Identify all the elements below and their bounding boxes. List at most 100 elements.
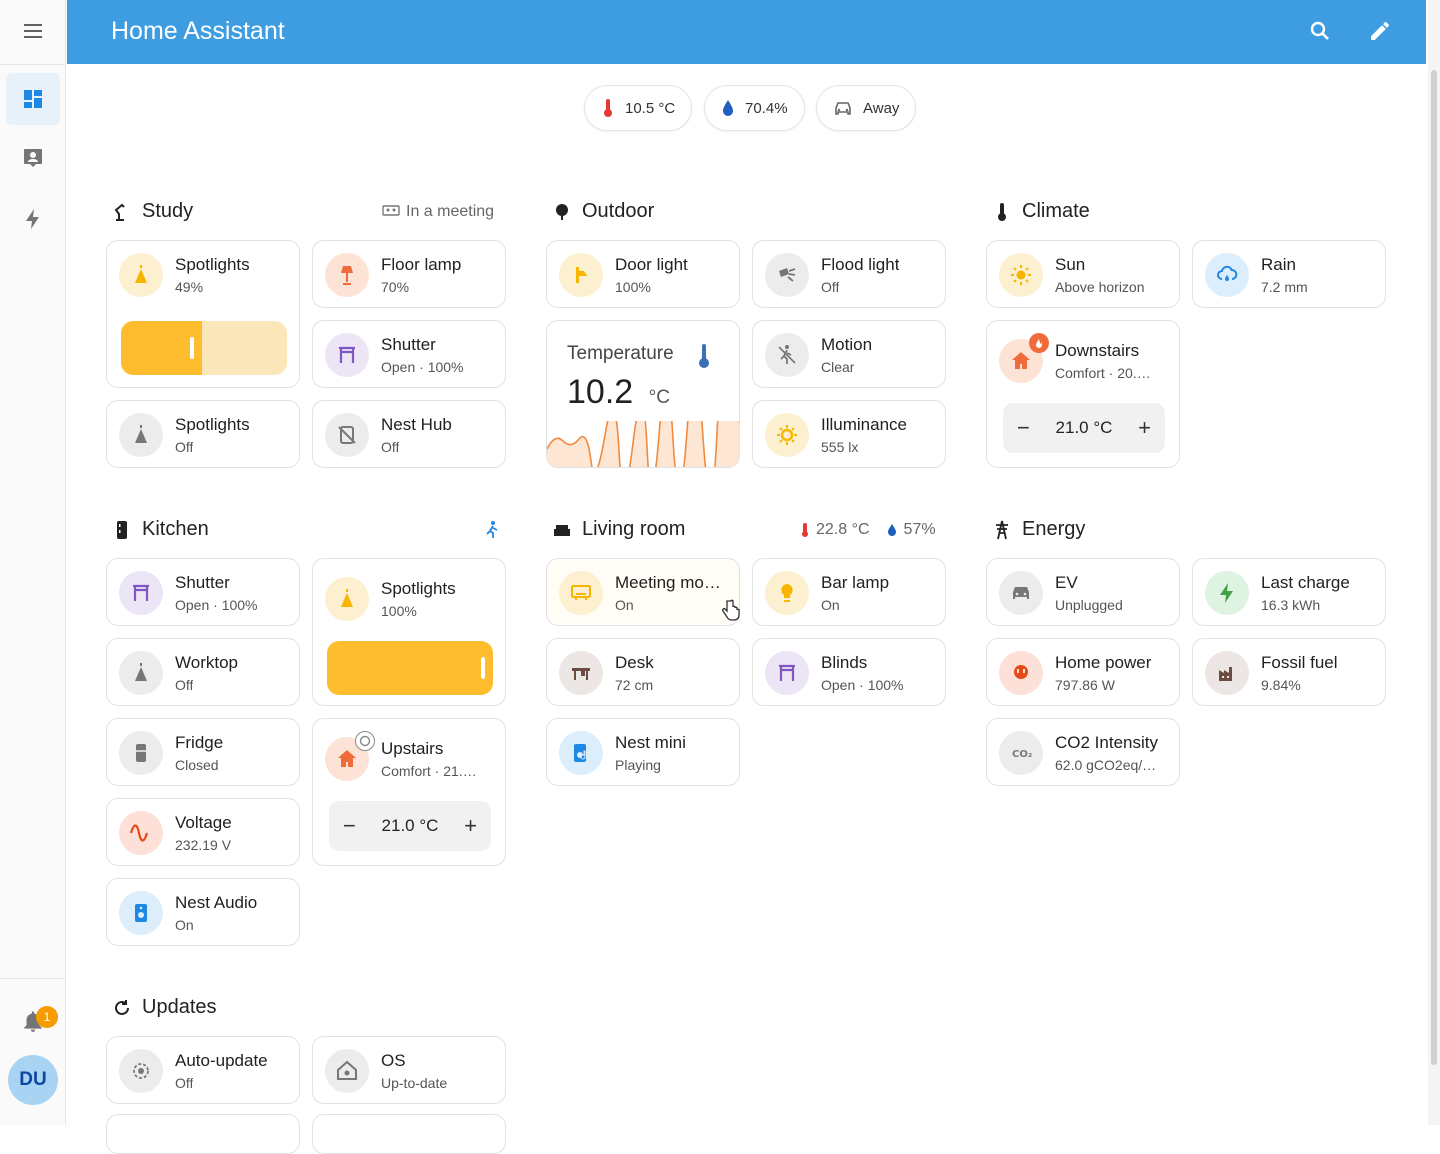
sidebar-item-map[interactable] — [6, 132, 60, 184]
notification-count-badge: 1 — [36, 1006, 58, 1028]
tile-living-meeting[interactable]: Meeting mo… On — [546, 558, 740, 626]
car-icon[interactable] — [999, 571, 1043, 615]
tile-updates-auto-update[interactable]: Auto-update Off — [106, 1036, 300, 1104]
rain-cloud-icon[interactable] — [1205, 253, 1249, 297]
sun-icon[interactable] — [999, 253, 1043, 297]
spotlight-off-icon[interactable] — [119, 651, 163, 695]
tile-kitchen-shutter[interactable]: Shutter Open · 100% — [106, 558, 300, 626]
decrease-temperature-button[interactable]: − — [1017, 415, 1030, 440]
sidebar-divider — [0, 64, 66, 65]
tile-climate-downstairs[interactable]: Downstairs Comfort · 20.… − 21.0 °C + — [986, 320, 1180, 468]
increase-temperature-button[interactable]: + — [1138, 415, 1151, 440]
brightness-slider[interactable] — [121, 321, 287, 375]
tile-energy-fossil-fuel[interactable]: Fossil fuel 9.84% — [1192, 638, 1386, 706]
humidity-badge[interactable]: 70.4% — [704, 85, 805, 131]
tile-state: 16.3 kWh — [1261, 597, 1321, 613]
tile-energy-co2[interactable]: CO₂ CO2 Intensity 62.0 gCO2eq/… — [986, 718, 1180, 786]
home-assistant-icon[interactable] — [325, 1049, 369, 1093]
tile-climate-sun[interactable]: Sun Above horizon — [986, 240, 1180, 308]
scrollbar-thumb[interactable] — [1431, 70, 1437, 1065]
flood-light-icon[interactable] — [765, 253, 809, 297]
spotlight-off-icon[interactable] — [119, 413, 163, 457]
tile-outdoor-door-light[interactable]: Door light 100% — [546, 240, 740, 308]
tile-outdoor-flood-light[interactable]: Flood light Off — [752, 240, 946, 308]
speaker-icon[interactable] — [119, 891, 163, 935]
heating-flame-icon — [1029, 333, 1049, 353]
tile-name: Nest Hub — [381, 415, 452, 434]
tile-study-spotlights-on[interactable]: Spotlights 49% — [106, 240, 300, 388]
tile-name: Spotlights — [175, 255, 250, 274]
presence-badge[interactable]: Away — [816, 85, 917, 131]
tile-state: 49% — [175, 279, 204, 295]
search-button[interactable] — [1303, 14, 1337, 48]
thermometer-icon — [699, 344, 709, 368]
tile-state: Off — [821, 279, 840, 295]
blinds-icon[interactable] — [765, 651, 809, 695]
tile-state: Above horizon — [1055, 279, 1145, 295]
sidebar-item-overview[interactable] — [6, 73, 60, 125]
tile-updates-partial[interactable] — [312, 1114, 506, 1154]
molecule-co2-icon[interactable]: CO₂ — [999, 731, 1043, 775]
tile-state: Open · 100% — [821, 677, 904, 693]
factory-icon[interactable] — [1205, 651, 1249, 695]
tile-study-spotlights-off[interactable]: Spotlights Off — [106, 400, 300, 468]
sensor-name: Temperature — [567, 343, 674, 364]
tile-energy-ev[interactable]: EV Unplugged — [986, 558, 1180, 626]
tile-kitchen-fridge[interactable]: Fridge Closed — [106, 718, 300, 786]
tile-study-floor-lamp[interactable]: Floor lamp 70% — [312, 240, 506, 308]
desk-icon[interactable] — [559, 651, 603, 695]
sidebar: 1 DU — [0, 0, 66, 1125]
plug-icon[interactable] — [999, 651, 1043, 695]
tile-kitchen-spotlights[interactable]: Spotlights 100% — [312, 558, 506, 706]
scrollbar[interactable] — [1428, 0, 1440, 1125]
tile-outdoor-illuminance[interactable]: Illuminance 555 lx — [752, 400, 946, 468]
temperature-badge[interactable]: 10.5 °C — [584, 85, 693, 131]
menu-icon[interactable] — [6, 5, 60, 57]
tile-living-bar-lamp[interactable]: Bar lamp On — [752, 558, 946, 626]
tile-updates-partial[interactable] — [106, 1114, 300, 1154]
tile-study-nest-hub[interactable]: Nest Hub Off — [312, 400, 506, 468]
schedule-icon — [355, 731, 375, 751]
tile-outdoor-temperature[interactable]: Temperature 10.2 °C — [546, 320, 740, 468]
wall-light-icon[interactable] — [559, 253, 603, 297]
tile-name: Shutter — [175, 573, 230, 592]
spotlight-icon[interactable] — [325, 577, 369, 621]
cog-refresh-icon[interactable] — [119, 1049, 163, 1093]
tile-study-shutter[interactable]: Shutter Open · 100% — [312, 320, 506, 388]
tile-living-nest-mini[interactable]: Nest mini Playing — [546, 718, 740, 786]
tile-kitchen-worktop[interactable]: Worktop Off — [106, 638, 300, 706]
motion-sensor-off-icon[interactable] — [765, 333, 809, 377]
tile-kitchen-upstairs[interactable]: Upstairs Comfort · 21.… − 21.0 °C + — [312, 718, 506, 866]
user-avatar[interactable]: DU — [8, 1055, 58, 1105]
edit-dashboard-button[interactable] — [1363, 14, 1397, 48]
shutter-icon[interactable] — [325, 333, 369, 377]
tile-kitchen-nest-audio[interactable]: Nest Audio On — [106, 878, 300, 946]
floor-lamp-icon[interactable] — [325, 253, 369, 297]
spotlight-icon[interactable] — [119, 253, 163, 297]
brightness-slider[interactable] — [327, 641, 493, 695]
tile-living-desk[interactable]: Desk 72 cm — [546, 638, 740, 706]
increase-temperature-button[interactable]: + — [464, 813, 477, 838]
tile-energy-home-power[interactable]: Home power 797.86 W — [986, 638, 1180, 706]
tile-energy-last-charge[interactable]: Last charge 16.3 kWh — [1192, 558, 1386, 626]
tile-kitchen-voltage[interactable]: Voltage 232.19 V — [106, 798, 300, 866]
brightness-icon[interactable] — [765, 413, 809, 457]
tile-outdoor-motion[interactable]: Motion Clear — [752, 320, 946, 388]
sofa-icon — [554, 524, 570, 536]
tile-state: 62.0 gCO2eq/… — [1055, 757, 1157, 773]
speaker-off-icon[interactable] — [325, 413, 369, 457]
light-bulb-icon[interactable] — [765, 571, 809, 615]
tile-climate-rain[interactable]: Rain 7.2 mm — [1192, 240, 1386, 308]
lightning-icon[interactable] — [1205, 571, 1249, 615]
speaker-music-icon[interactable] — [559, 731, 603, 775]
meeting-icon[interactable] — [559, 571, 603, 615]
tile-living-blinds[interactable]: Blinds Open · 100% — [752, 638, 946, 706]
tile-updates-os[interactable]: OS Up-to-date — [312, 1036, 506, 1104]
tile-name: Sun — [1055, 255, 1086, 274]
fridge-icon[interactable] — [119, 731, 163, 775]
motion-icon — [486, 521, 498, 538]
shutter-icon[interactable] — [119, 571, 163, 615]
decrease-temperature-button[interactable]: − — [343, 813, 356, 838]
sine-wave-icon[interactable] — [119, 811, 163, 855]
sidebar-item-energy[interactable] — [6, 193, 60, 245]
